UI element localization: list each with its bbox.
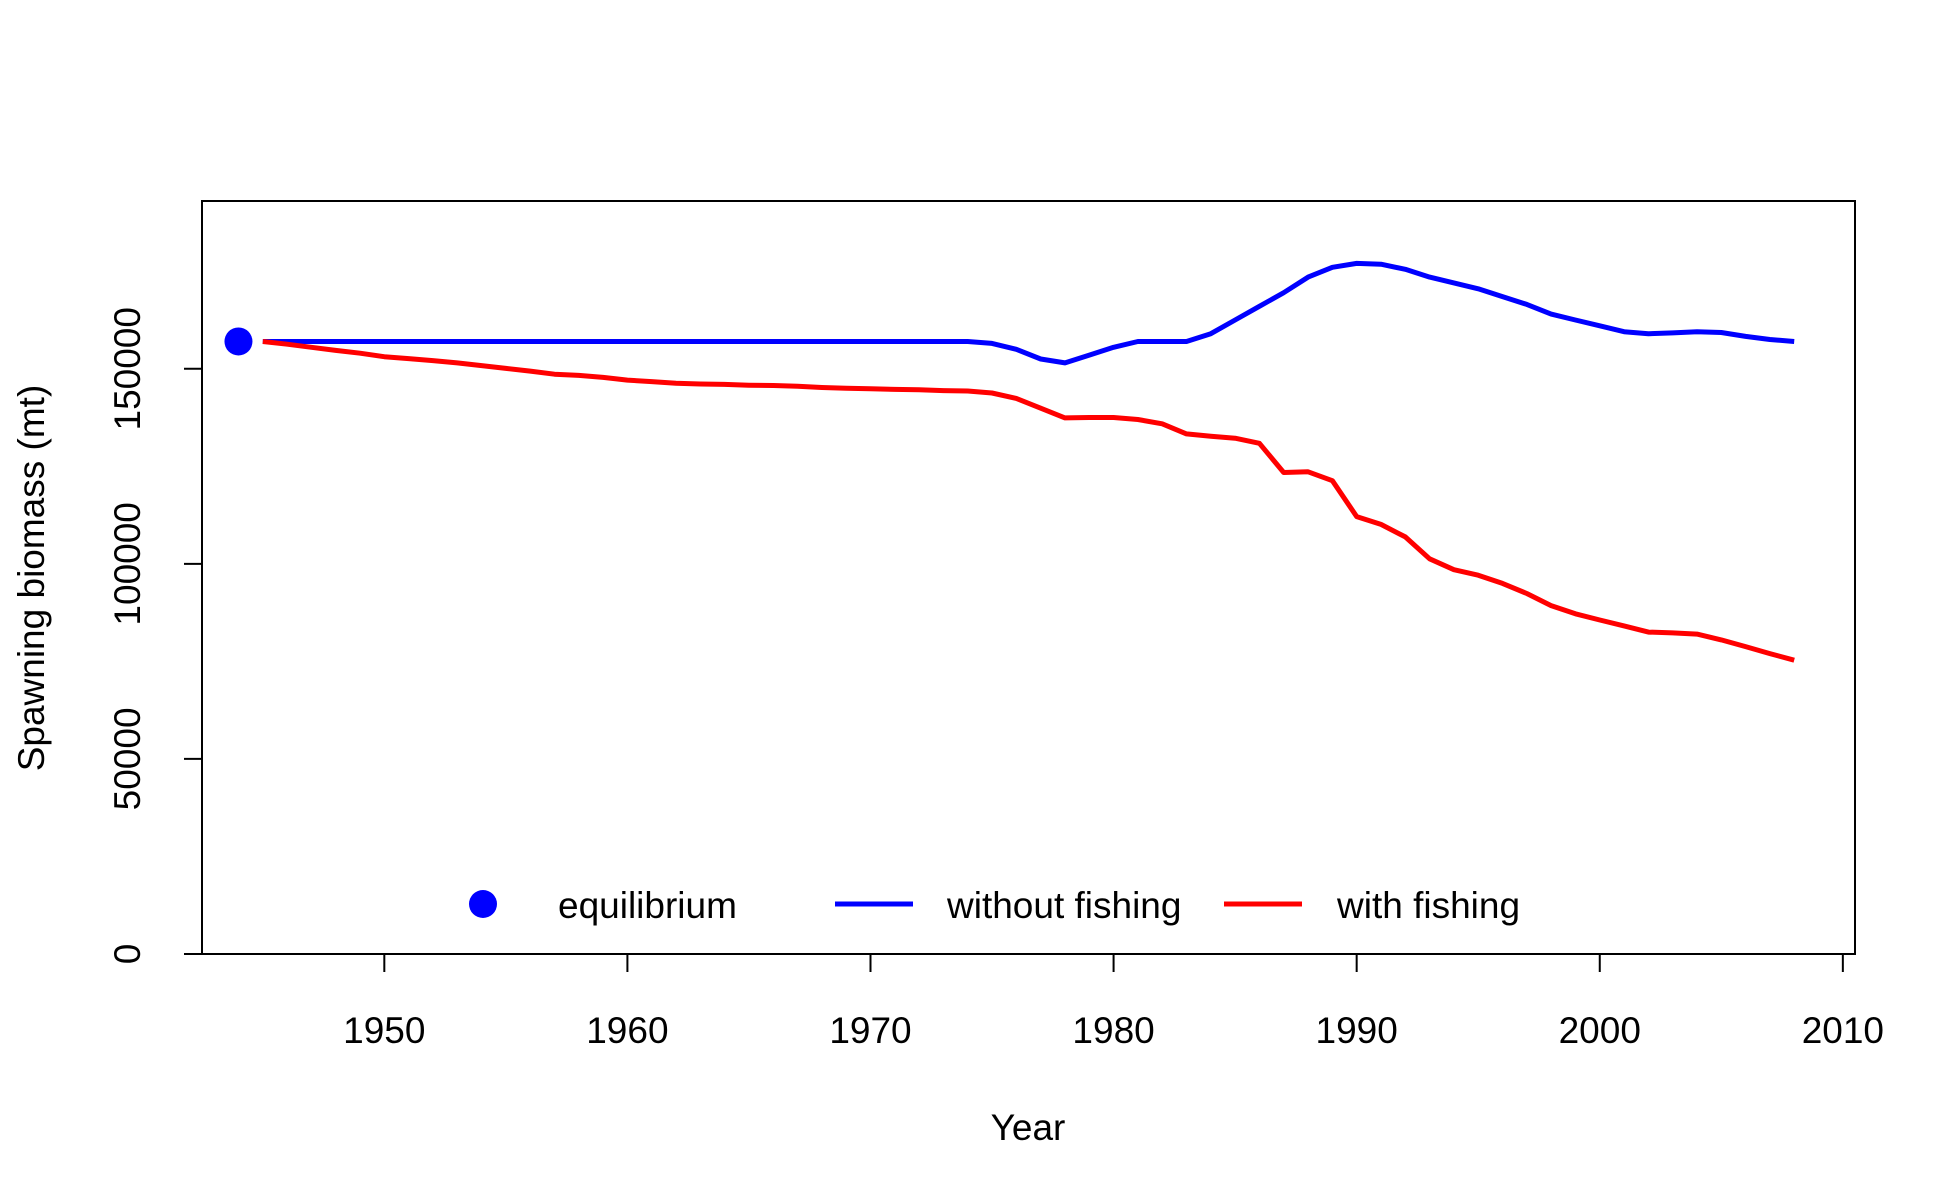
y-tick-label: 100000 — [107, 502, 148, 625]
legend-label-without-fishing: without fishing — [946, 885, 1181, 926]
x-tick-label: 1990 — [1316, 1010, 1398, 1051]
legend-label-equilibrium: equilibrium — [558, 885, 737, 926]
x-tick-label: 1950 — [343, 1010, 425, 1051]
x-tick-label: 1960 — [586, 1010, 668, 1051]
legend: equilibrium without fishing with fishing — [469, 885, 1520, 926]
x-axis: 1950 1960 1970 1980 1990 2000 2010 — [343, 953, 1884, 1051]
series-line-with-fishing — [262, 339, 1795, 663]
point-equilibrium — [224, 327, 253, 356]
y-tick-label: 50000 — [107, 707, 148, 810]
series-layer — [224, 260, 1795, 663]
series-line-without-fishing — [262, 260, 1795, 366]
x-tick-label: 2010 — [1802, 1010, 1884, 1051]
x-tick-label: 1980 — [1072, 1010, 1154, 1051]
plot-frame — [201, 200, 1856, 955]
y-axis: 0 50000 100000 150000 — [107, 307, 203, 965]
y-tick-label: 0 — [107, 944, 148, 965]
y-axis-label: Spawning biomass (mt) — [11, 385, 52, 772]
legend-marker-equilibrium — [469, 890, 497, 918]
y-tick-label: 150000 — [107, 307, 148, 430]
x-tick-label: 2000 — [1559, 1010, 1641, 1051]
legend-label-with-fishing: with fishing — [1336, 885, 1520, 926]
x-axis-label: Year — [991, 1107, 1066, 1148]
x-tick-label: 1970 — [829, 1010, 911, 1051]
